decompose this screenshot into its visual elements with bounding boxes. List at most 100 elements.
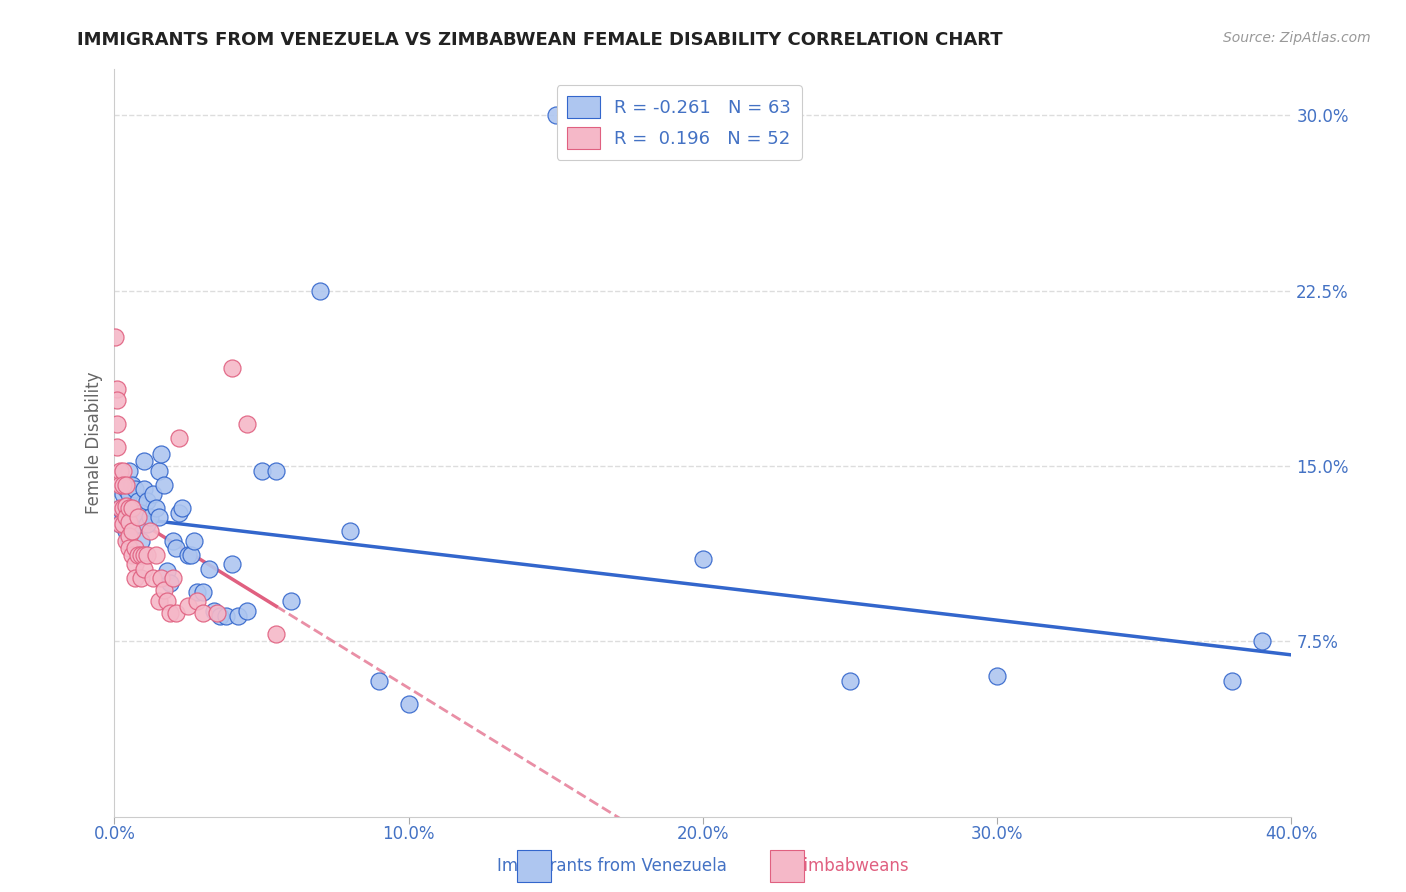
Point	[112, 487, 135, 501]
Point	[110, 477, 132, 491]
Point	[280, 594, 302, 608]
Point	[110, 500, 132, 515]
Point	[105, 417, 128, 431]
Text: 30.0%: 30.0%	[972, 825, 1024, 844]
Point	[127, 494, 149, 508]
Point	[118, 541, 141, 555]
Text: Source: ZipAtlas.com: Source: ZipAtlas.com	[1223, 31, 1371, 45]
Point	[118, 500, 141, 515]
Point	[124, 571, 146, 585]
Point	[186, 594, 208, 608]
Point	[115, 506, 138, 520]
Point	[135, 494, 157, 508]
Point	[118, 464, 141, 478]
Point	[197, 562, 219, 576]
Point	[221, 360, 243, 375]
Point	[339, 524, 361, 539]
Point	[264, 627, 287, 641]
Point	[1251, 634, 1274, 648]
Point	[148, 464, 170, 478]
Point	[121, 517, 143, 532]
Point	[105, 510, 128, 524]
Point	[250, 464, 273, 478]
Point	[112, 477, 135, 491]
Point	[150, 447, 173, 461]
Point	[110, 464, 132, 478]
Point	[112, 500, 135, 515]
Point	[309, 284, 332, 298]
Point	[207, 606, 229, 620]
Point	[221, 557, 243, 571]
Text: ■: ■	[524, 856, 543, 875]
Point	[148, 510, 170, 524]
Point	[121, 548, 143, 562]
Point	[121, 500, 143, 515]
Point	[105, 440, 128, 454]
Point	[183, 533, 205, 548]
Point	[368, 673, 391, 688]
Point	[236, 417, 259, 431]
Point	[159, 606, 181, 620]
Point	[118, 529, 141, 543]
Text: ■: ■	[778, 856, 796, 875]
Point	[121, 500, 143, 515]
Point	[180, 548, 202, 562]
Point	[204, 604, 226, 618]
Point	[129, 506, 152, 520]
Point	[115, 499, 138, 513]
Point	[104, 330, 127, 344]
Point	[118, 487, 141, 501]
Point	[112, 517, 135, 532]
Y-axis label: Female Disability: Female Disability	[86, 371, 103, 514]
Point	[226, 608, 249, 623]
Point	[142, 571, 165, 585]
Point	[124, 557, 146, 571]
Point	[156, 564, 179, 578]
Point	[138, 510, 160, 524]
Point	[105, 393, 128, 408]
Point	[156, 594, 179, 608]
Point	[162, 571, 184, 585]
Point	[159, 575, 181, 590]
Point	[129, 548, 152, 562]
Point	[986, 669, 1008, 683]
Point	[124, 483, 146, 497]
Point	[186, 585, 208, 599]
Point	[148, 594, 170, 608]
Point	[118, 515, 141, 529]
Point	[191, 606, 214, 620]
Point	[105, 382, 128, 396]
Point	[115, 477, 138, 491]
Point	[121, 477, 143, 491]
Text: Zimbabweans: Zimbabweans	[792, 856, 908, 874]
Point	[110, 517, 132, 532]
Point	[132, 483, 155, 497]
Point	[118, 510, 141, 524]
Point	[172, 500, 194, 515]
Point	[209, 608, 232, 623]
Point	[132, 548, 155, 562]
Point	[115, 533, 138, 548]
Point	[165, 541, 187, 555]
Text: 10.0%: 10.0%	[382, 825, 434, 844]
Point	[145, 500, 167, 515]
Point	[124, 510, 146, 524]
Point	[142, 487, 165, 501]
Text: Immigrants from Venezuela: Immigrants from Venezuela	[496, 856, 727, 874]
Point	[112, 506, 135, 520]
Text: 0.0%: 0.0%	[93, 825, 135, 844]
Point	[138, 524, 160, 539]
Point	[177, 599, 200, 614]
Point	[191, 585, 214, 599]
Point	[135, 548, 157, 562]
Point	[127, 517, 149, 532]
Point	[236, 604, 259, 618]
Point	[544, 108, 567, 122]
Point	[110, 517, 132, 532]
Point	[167, 506, 190, 520]
Point	[153, 582, 176, 597]
Point	[165, 606, 187, 620]
Point	[692, 552, 714, 566]
Point	[135, 517, 157, 532]
Point	[215, 608, 238, 623]
